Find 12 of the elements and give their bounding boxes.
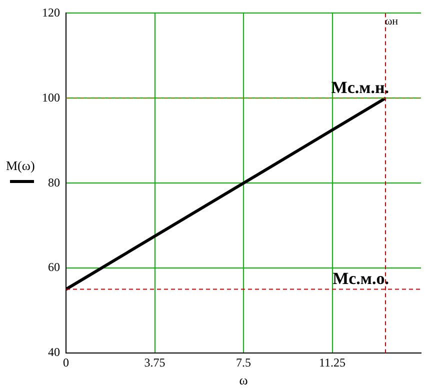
- y-tick-label: 100: [42, 90, 60, 104]
- x-tick-label: 7.5: [236, 355, 251, 370]
- x-axis-title: ω: [239, 372, 248, 388]
- y-tick-label: 60: [48, 260, 60, 274]
- x-tick-label: 0: [63, 355, 69, 370]
- y-axis-title: M(ω): [6, 158, 35, 174]
- y-tick-label: 40: [48, 345, 60, 360]
- y-tick-label: 80: [48, 175, 60, 190]
- x-tick-label: 11.25: [318, 355, 346, 370]
- x-tick-label: 3.75: [144, 355, 166, 370]
- ref-line-label: ωн: [384, 16, 398, 28]
- y-tick-label: 120: [42, 5, 60, 20]
